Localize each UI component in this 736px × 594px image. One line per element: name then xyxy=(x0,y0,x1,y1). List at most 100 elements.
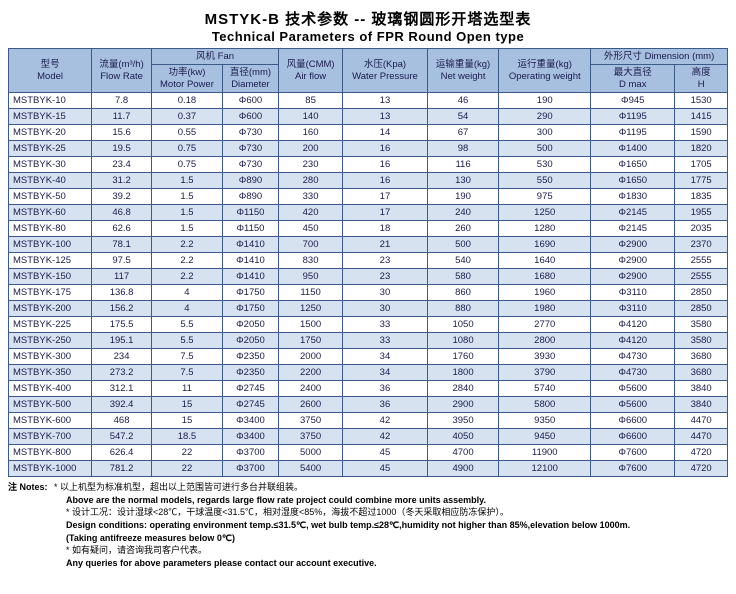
cell: Φ730 xyxy=(222,125,278,141)
cell: Φ1150 xyxy=(222,205,278,221)
cell: 5.5 xyxy=(151,333,222,349)
cell: Φ600 xyxy=(222,93,278,109)
cell: 860 xyxy=(427,285,499,301)
cell: MSTBYK-25 xyxy=(9,141,92,157)
cell: 4470 xyxy=(675,429,728,445)
cell: Φ2145 xyxy=(591,205,675,221)
cell: 1775 xyxy=(675,173,728,189)
cell: 190 xyxy=(427,189,499,205)
cell: 0.75 xyxy=(151,157,222,173)
cell: 17 xyxy=(343,189,428,205)
table-row: MSTBYK-400312.111Φ274524003628405740Φ560… xyxy=(9,381,728,397)
cell: 116 xyxy=(427,157,499,173)
cell: 1500 xyxy=(279,317,343,333)
cell: Φ3110 xyxy=(591,285,675,301)
cell: 1.5 xyxy=(151,221,222,237)
cell: 117 xyxy=(92,269,152,285)
note-line: * 如有疑问，请咨询我司客户代表。 xyxy=(66,544,728,557)
cell: Φ1830 xyxy=(591,189,675,205)
col-pressure: 水压(Kpa)Water Pressure xyxy=(343,49,428,93)
cell: 1530 xyxy=(675,93,728,109)
cell: 290 xyxy=(499,109,591,125)
cell: 2770 xyxy=(499,317,591,333)
cell: 14 xyxy=(343,125,428,141)
cell: MSTBYK-1000 xyxy=(9,461,92,477)
note-line: Design conditions: operating environment… xyxy=(66,519,728,532)
cell: 2600 xyxy=(279,397,343,413)
cell: 2200 xyxy=(279,365,343,381)
cell: 1980 xyxy=(499,301,591,317)
col-h: 高度H xyxy=(675,65,728,93)
cell: 530 xyxy=(499,157,591,173)
note-line: (Taking antifreeze measures below 0℃) xyxy=(66,532,728,545)
cell: MSTBYK-150 xyxy=(9,269,92,285)
cell: 392.4 xyxy=(92,397,152,413)
cell: 46.8 xyxy=(92,205,152,221)
cell: Φ1410 xyxy=(222,237,278,253)
cell: 15 xyxy=(151,413,222,429)
cell: 140 xyxy=(279,109,343,125)
cell: 450 xyxy=(279,221,343,237)
cell: Φ4730 xyxy=(591,349,675,365)
cell: MSTBYK-350 xyxy=(9,365,92,381)
cell: 45 xyxy=(343,461,428,477)
table-row: MSTBYK-1511.70.37Φ6001401354290Φ11951415 xyxy=(9,109,728,125)
note-line: * 以上机型为标准机型，超出以上范围皆可进行多台并联组装。 xyxy=(54,482,303,492)
cell: 4900 xyxy=(427,461,499,477)
cell: 2.2 xyxy=(151,237,222,253)
cell: 580 xyxy=(427,269,499,285)
cell: 5740 xyxy=(499,381,591,397)
cell: 1280 xyxy=(499,221,591,237)
col-airflow: 风量(CMM)Air flow xyxy=(279,49,343,93)
table-row: MSTBYK-2015.60.55Φ7301601467300Φ11951590 xyxy=(9,125,728,141)
cell: 2370 xyxy=(675,237,728,253)
cell: 5.5 xyxy=(151,317,222,333)
cell: 54 xyxy=(427,109,499,125)
cell: Φ730 xyxy=(222,157,278,173)
cell: 3950 xyxy=(427,413,499,429)
cell: Φ7600 xyxy=(591,445,675,461)
cell: 13 xyxy=(343,93,428,109)
cell: 22 xyxy=(151,445,222,461)
cell: 2035 xyxy=(675,221,728,237)
cell: 500 xyxy=(499,141,591,157)
cell: 11900 xyxy=(499,445,591,461)
cell: 1.5 xyxy=(151,205,222,221)
cell: 500 xyxy=(427,237,499,253)
cell: 3840 xyxy=(675,397,728,413)
cell: 5800 xyxy=(499,397,591,413)
cell: MSTBYK-300 xyxy=(9,349,92,365)
cell: 4720 xyxy=(675,445,728,461)
cell: 280 xyxy=(279,173,343,189)
cell: Φ1750 xyxy=(222,285,278,301)
cell: 7.5 xyxy=(151,349,222,365)
cell: 234 xyxy=(92,349,152,365)
cell: 34 xyxy=(343,365,428,381)
cell: 21 xyxy=(343,237,428,253)
cell: Φ1195 xyxy=(591,125,675,141)
cell: Φ1750 xyxy=(222,301,278,317)
cell: 30 xyxy=(343,301,428,317)
cell: 1835 xyxy=(675,189,728,205)
col-opweight: 运行重量(kg)Operating weight xyxy=(499,49,591,93)
cell: 626.4 xyxy=(92,445,152,461)
col-dmax: 最大直径D max xyxy=(591,65,675,93)
col-diameter: 直径(mm)Diameter xyxy=(222,65,278,93)
table-row: MSTBYK-800626.422Φ3700500045470011900Φ76… xyxy=(9,445,728,461)
cell: 2555 xyxy=(675,253,728,269)
cell: 175.5 xyxy=(92,317,152,333)
cell: MSTBYK-500 xyxy=(9,397,92,413)
cell: 830 xyxy=(279,253,343,269)
table-body: MSTBYK-107.80.18Φ600851346190Φ9451530MST… xyxy=(9,93,728,477)
cell: 136.8 xyxy=(92,285,152,301)
cell: Φ2745 xyxy=(222,397,278,413)
col-netweight: 运输重量(kg)Net weight xyxy=(427,49,499,93)
cell: 1080 xyxy=(427,333,499,349)
cell: 1820 xyxy=(675,141,728,157)
table-row: MSTBYK-3002347.5Φ235020003417603930Φ4730… xyxy=(9,349,728,365)
cell: MSTBYK-600 xyxy=(9,413,92,429)
cell: Φ1650 xyxy=(591,157,675,173)
cell: 4700 xyxy=(427,445,499,461)
cell: 3580 xyxy=(675,333,728,349)
cell: 1960 xyxy=(499,285,591,301)
